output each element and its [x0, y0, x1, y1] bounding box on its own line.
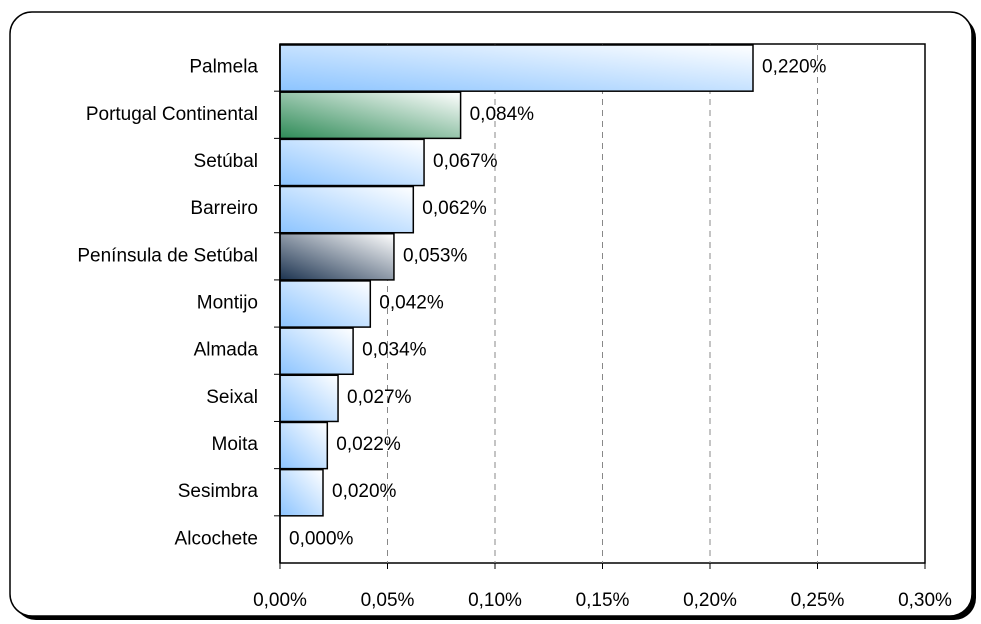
x-tick-label: 0,25% — [791, 590, 845, 611]
value-label: 0,034% — [362, 340, 427, 361]
y-tick-label: Almada — [194, 340, 259, 361]
y-tick-label: Barreiro — [190, 198, 258, 219]
bar — [279, 468, 324, 517]
x-tick-label: 0,00% — [253, 590, 307, 611]
bar — [279, 91, 462, 140]
y-tick-label: Seixal — [206, 387, 258, 408]
value-label: 0,000% — [289, 528, 354, 549]
x-tick-label: 0,15% — [576, 590, 630, 611]
y-tick-label: Península de Setúbal — [77, 245, 258, 266]
bar — [279, 185, 415, 234]
y-tick-label: Portugal Continental — [86, 104, 258, 125]
bar — [279, 374, 339, 423]
bar — [279, 280, 372, 328]
x-tick-label: 0,20% — [683, 590, 737, 611]
value-label: 0,022% — [336, 434, 401, 455]
bar — [279, 44, 754, 92]
value-label: 0,220% — [762, 57, 827, 78]
y-tick-label: Palmela — [189, 57, 258, 78]
value-label: 0,020% — [332, 481, 397, 502]
x-tick-label: 0,10% — [468, 590, 522, 611]
y-tick-label: Montijo — [197, 293, 258, 314]
bar — [279, 138, 425, 187]
value-label: 0,084% — [470, 104, 535, 125]
bar — [279, 421, 329, 470]
value-label: 0,067% — [433, 151, 498, 172]
y-tick-label: Sesimbra — [178, 481, 259, 502]
y-tick-label: Moita — [212, 434, 259, 455]
value-label: 0,053% — [403, 245, 468, 266]
bar — [279, 327, 354, 376]
value-label: 0,027% — [347, 387, 412, 408]
value-label: 0,062% — [422, 198, 487, 219]
x-tick-label: 0,30% — [898, 590, 952, 611]
value-label: 0,042% — [379, 293, 444, 314]
bar — [279, 232, 395, 281]
y-tick-label: Setúbal — [194, 151, 258, 172]
x-tick-label: 0,05% — [361, 590, 415, 611]
y-tick-label: Alcochete — [175, 528, 258, 549]
